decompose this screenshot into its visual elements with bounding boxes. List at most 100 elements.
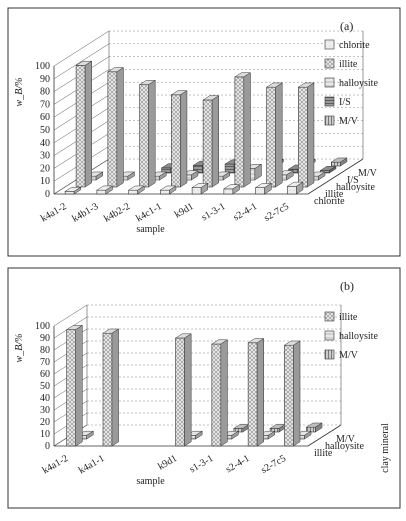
bar-chlorite-s2-7c5	[286, 181, 304, 195]
legend-item-IS: I/S	[324, 96, 351, 108]
bar-chlorite-k9d1	[191, 182, 209, 195]
legend-swatch	[324, 115, 335, 126]
bar-illite-s2-4-1	[265, 82, 284, 188]
legend-swatch	[324, 39, 335, 50]
x-tick-label: s2-7c5	[262, 201, 291, 224]
bar-chlorite-k4a1-2	[64, 186, 82, 195]
panel-frame	[7, 267, 401, 509]
x-tick-label: k4b1-3	[70, 201, 100, 225]
legend-label: I/S	[339, 97, 351, 108]
panel-frame	[7, 7, 401, 257]
legend-item-MV: M/V	[324, 349, 359, 361]
bar-MV-s1-3-1	[232, 423, 251, 433]
legend-swatch	[324, 96, 335, 107]
legend-item-illite: illite	[324, 58, 358, 70]
x-tick-label: s1-3-1	[200, 201, 228, 223]
x-tick-label: s2-4-1	[224, 453, 252, 475]
bar-illite-k4a1-2	[65, 324, 84, 447]
depth-tick-label: halloysite	[336, 182, 375, 193]
x-tick-label: k4a1-2	[39, 201, 69, 224]
legend-item-halloysite: halloysite	[324, 77, 378, 89]
depth-tick-label: chlorite	[314, 196, 345, 207]
bar-illite-s2-4-1	[247, 338, 265, 447]
y-tick-label: 40	[40, 393, 50, 404]
bar-illite-s1-3-1	[210, 339, 229, 447]
bar-MV-s2-4-1	[269, 423, 287, 433]
y-tick-label: 60	[40, 369, 50, 380]
legend-label: halloysite	[339, 78, 378, 89]
x-tick-label: k4c1-1	[134, 201, 164, 224]
depth-axis	[307, 158, 364, 195]
legend-label: illite	[339, 312, 358, 323]
gridline-side	[53, 30, 110, 67]
y-tick-label: 60	[40, 112, 50, 123]
x-tick-label: k4a1-1	[77, 453, 107, 476]
y-tick-label: 20	[40, 417, 50, 428]
depth-axis	[307, 424, 342, 447]
y-tick-label: 80	[40, 345, 50, 356]
y-tick-label: 100	[35, 61, 50, 72]
legend-swatch	[324, 330, 335, 341]
y-tick-label: 80	[40, 87, 50, 98]
bar-illite-s1-3-1	[234, 72, 252, 188]
x-tick-label: k4a1-2	[41, 453, 71, 476]
x-tick-label: s2-4-1	[231, 201, 259, 223]
bar-chlorite-k4b1-3	[96, 185, 114, 195]
legend-swatch	[324, 77, 335, 88]
y-axis-label: w_B/%	[14, 334, 25, 363]
y-tick-label: 30	[40, 405, 50, 416]
x-tick-label: k4b2-2	[102, 201, 132, 225]
bar-MV-s2-7c5	[305, 422, 323, 433]
legend-item-halloysite: halloysite	[324, 330, 378, 342]
y-tick-label: 100	[35, 321, 50, 332]
legend-label: M/V	[339, 350, 359, 361]
legend-item-chlorite: chlorite	[324, 39, 370, 51]
y-tick-label: 10	[40, 429, 50, 440]
bar-illite-k4a1-1	[102, 328, 120, 447]
legend-item-illite: illite	[324, 311, 358, 323]
y-tick-label: 20	[40, 163, 50, 174]
x-axis-label: sample	[136, 476, 165, 487]
bar-chlorite-s2-4-1	[254, 182, 273, 195]
legend-swatch	[324, 349, 335, 360]
y-tick-label: 40	[40, 138, 50, 149]
y-tick-label: 0	[45, 441, 50, 452]
bar-illite-s2-7c5	[283, 340, 301, 447]
bar-chlorite-s1-3-1	[223, 184, 241, 195]
y-tick-label: 0	[45, 189, 50, 200]
panel-label: (a)	[340, 19, 353, 33]
bar-illite-k4b2-2	[138, 79, 157, 188]
legend-swatch	[324, 58, 335, 69]
bar-illite-s2-7c5	[297, 82, 315, 188]
bar-illite-k9d1	[202, 95, 220, 188]
bar-chlorite-k4b2-2	[127, 185, 146, 195]
legend-swatch	[324, 311, 335, 322]
legend-label: illite	[339, 59, 358, 70]
y-tick-label: 50	[40, 381, 50, 392]
y-tick-label: 90	[40, 74, 50, 85]
bar-illite-k4c1-1	[170, 90, 188, 188]
depth-tick-label: halloysite	[325, 441, 364, 452]
bar-illite-k4a1-2	[75, 60, 93, 188]
depth-tick-label: illite	[325, 189, 344, 200]
depth-tick-label: illite	[314, 448, 333, 459]
gridline-side	[53, 43, 110, 80]
y-tick-label: 70	[40, 99, 50, 110]
x-tick-label: k9d1	[156, 453, 179, 473]
y-tick-label: 50	[40, 125, 50, 136]
depth-tick-label: M/V	[336, 434, 356, 445]
legend-label: M/V	[339, 116, 359, 127]
x-tick-label: s1-3-1	[188, 453, 216, 475]
bar-chlorite-k4c1-1	[159, 185, 177, 195]
x-tick-label: s2-7c5	[259, 453, 288, 476]
depth-tick-label: M/V	[358, 168, 378, 179]
legend-label: chlorite	[339, 40, 370, 51]
gridline-side	[53, 304, 88, 327]
y-tick-label: 10	[40, 176, 50, 187]
panel-label: (b)	[340, 279, 354, 293]
depth-tick-label: I/S	[347, 175, 359, 186]
x-tick-label: k9d1	[173, 201, 196, 221]
